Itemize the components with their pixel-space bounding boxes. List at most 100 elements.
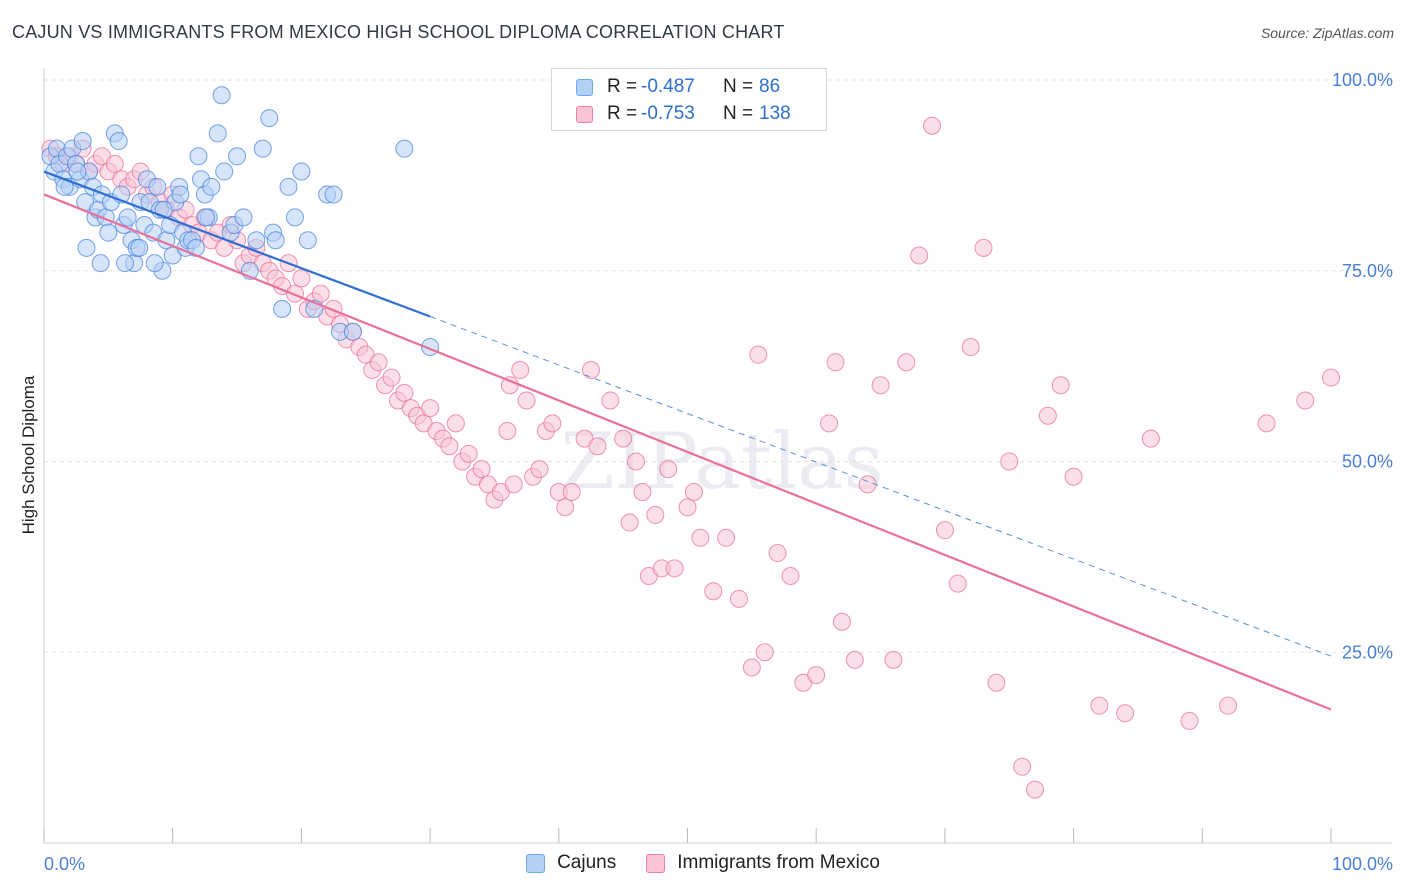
- y-tick-label: 25.0%: [1342, 642, 1393, 662]
- mexico-point: [601, 391, 620, 410]
- mexico-point: [459, 444, 478, 463]
- mexico-point: [1116, 704, 1135, 723]
- legend-r-label: R =: [607, 103, 638, 124]
- mexico-point: [646, 505, 665, 524]
- mexico-point: [948, 574, 967, 593]
- cajun-point: [247, 231, 266, 250]
- cajun-point: [212, 86, 231, 105]
- cajun-point: [298, 231, 317, 250]
- mexico-point: [729, 589, 748, 608]
- mexico-point: [498, 421, 517, 440]
- mexico-point: [897, 353, 916, 372]
- watermark: ZIPatlas: [560, 417, 883, 507]
- mexico-point: [665, 559, 684, 578]
- legend-row-cajuns: R = -0.487 N = 86: [576, 75, 780, 99]
- mexico-point: [633, 483, 652, 502]
- chart-title: CAJUN VS IMMIGRANTS FROM MEXICO HIGH SCH…: [12, 22, 785, 42]
- cajun-point: [189, 147, 208, 166]
- mexico-point: [832, 612, 851, 631]
- mexico-point: [581, 360, 600, 379]
- mexico-point: [884, 650, 903, 669]
- mexico-point: [845, 650, 864, 669]
- legend-item-mexico[interactable]: Immigrants from Mexico: [646, 852, 880, 874]
- cajun-point: [215, 162, 234, 181]
- cajun-point: [292, 162, 311, 181]
- cajun-point: [99, 223, 118, 242]
- mexico-point: [105, 154, 124, 173]
- mexico-point: [691, 528, 710, 547]
- mexico-point: [742, 658, 761, 677]
- mexico-point: [871, 376, 890, 395]
- mexico-point: [530, 460, 549, 479]
- mexico-point: [749, 345, 768, 364]
- mexico-legend-label: Immigrants from Mexico: [677, 852, 880, 873]
- mexico-point: [987, 673, 1006, 692]
- x-tick-label-min: 0.0%: [44, 854, 85, 874]
- cajun-trend-line: [43, 170, 431, 318]
- cajun-point: [202, 177, 221, 196]
- mexico-point: [1025, 780, 1044, 799]
- mexico-point: [421, 399, 440, 418]
- mexico-point: [556, 498, 575, 517]
- mexico-swatch: [576, 105, 593, 123]
- cajun-point: [279, 177, 298, 196]
- cajun-point: [234, 208, 253, 227]
- legend-r-value: -0.753: [641, 103, 695, 124]
- cajuns-legend-swatch: [526, 853, 546, 873]
- legend-item-cajuns[interactable]: Cajuns: [526, 852, 616, 874]
- mexico-point: [517, 391, 536, 410]
- cajun-point: [91, 254, 110, 273]
- mexico-point: [1322, 368, 1340, 387]
- mexico-point: [614, 429, 633, 448]
- series-legend: Cajuns Immigrants from Mexico: [0, 852, 1406, 874]
- mexico-point: [717, 528, 736, 547]
- legend-r-value: -0.487: [641, 76, 695, 97]
- mexico-point: [440, 437, 459, 456]
- cajun-point: [171, 185, 190, 204]
- mexico-point: [1090, 696, 1109, 715]
- mexico-point: [504, 475, 523, 494]
- cajun-point: [130, 238, 149, 257]
- cajun-point: [273, 299, 292, 318]
- cajun-point: [73, 132, 92, 151]
- mexico-point: [858, 475, 877, 494]
- legend-n-value: 86: [759, 76, 781, 97]
- mexico-legend-swatch: [646, 853, 666, 873]
- mexico-point: [768, 544, 787, 563]
- mexico-point: [1257, 414, 1276, 433]
- cajun-point: [116, 254, 135, 273]
- mexico-point: [704, 582, 723, 601]
- mexico-point: [678, 498, 697, 517]
- mexico-point: [511, 360, 530, 379]
- mexico-point: [1141, 429, 1160, 448]
- mexico-point: [1051, 376, 1070, 395]
- mexico-point: [588, 437, 607, 456]
- cajun-point: [145, 254, 164, 273]
- cajun-point: [343, 322, 362, 341]
- legend-r-label: R =: [607, 76, 638, 97]
- legend-n-label: N =: [723, 103, 754, 124]
- cajun-point: [285, 208, 304, 227]
- mexico-point: [807, 666, 826, 685]
- legend-row-mexico: R = -0.753 N = 138: [576, 102, 791, 126]
- cajun-point: [253, 139, 272, 158]
- cajun-point: [228, 147, 247, 166]
- mexico-point: [1013, 757, 1032, 776]
- cajun-point: [266, 231, 285, 250]
- mexico-trend-line: [43, 193, 1332, 711]
- mexico-point: [395, 383, 414, 402]
- y-tick-label: 50.0%: [1342, 452, 1393, 472]
- mexico-point: [1180, 711, 1199, 730]
- mexico-point: [781, 566, 800, 585]
- cajun-point: [260, 109, 279, 128]
- stats-legend: R = -0.487 N = 86 R = -0.753 N = 138: [551, 68, 827, 131]
- mexico-point: [472, 460, 491, 479]
- mexico-point: [923, 116, 942, 135]
- cajun-point: [208, 124, 227, 143]
- mexico-point: [627, 452, 646, 471]
- cajuns-swatch: [576, 78, 593, 96]
- mexico-point: [1296, 391, 1315, 410]
- mexico-point: [1064, 467, 1083, 486]
- mexico-point: [562, 483, 581, 502]
